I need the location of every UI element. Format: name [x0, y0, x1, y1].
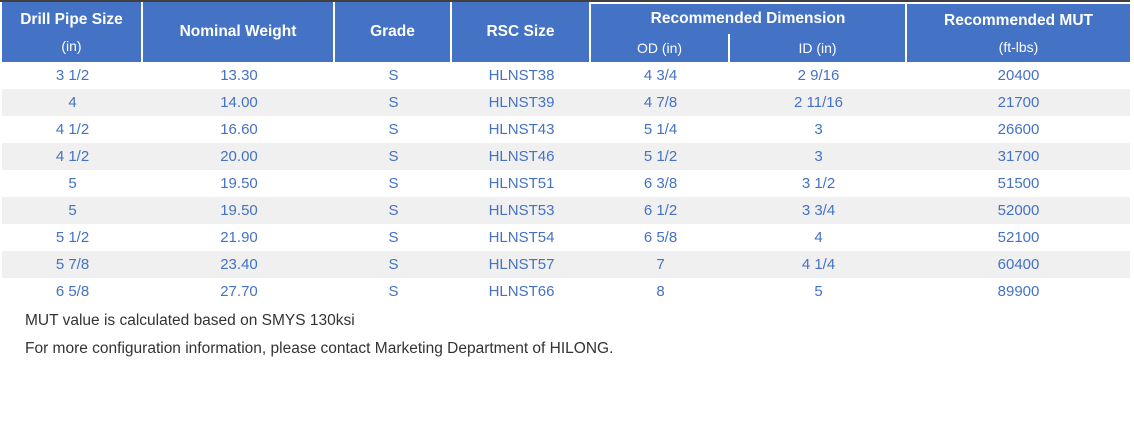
cell-rsc: HLNST53: [452, 197, 591, 224]
cell-mut: 52000: [907, 197, 1130, 224]
header-recommended-mut-title: Recommended MUT: [944, 11, 1093, 29]
cell-od: 6 3/8: [591, 170, 730, 197]
header-drill-pipe-size: Drill Pipe Size (in): [2, 2, 143, 62]
cell-mut: 20400: [907, 62, 1130, 89]
cell-mut: 89900: [907, 278, 1130, 305]
table-row: 4 1/2 20.00 S HLNST46 5 1/2 3 31700: [2, 143, 1130, 170]
cell-id: 3: [730, 143, 907, 170]
cell-size: 4 1/2: [2, 143, 143, 170]
cell-id: 4 1/4: [730, 251, 907, 278]
cell-grade: S: [335, 251, 452, 278]
cell-weight: 19.50: [143, 170, 335, 197]
cell-id: 3: [730, 116, 907, 143]
top-divider: [0, 0, 1130, 2]
header-rsc-size: RSC Size: [452, 2, 591, 62]
header-drill-pipe-size-unit: (in): [61, 37, 82, 54]
cell-id: 5: [730, 278, 907, 305]
cell-weight: 16.60: [143, 116, 335, 143]
cell-weight: 23.40: [143, 251, 335, 278]
cell-mut: 51500: [907, 170, 1130, 197]
cell-rsc: HLNST46: [452, 143, 591, 170]
cell-od: 5 1/4: [591, 116, 730, 143]
cell-size: 3 1/2: [2, 62, 143, 89]
cell-size: 5 1/2: [2, 224, 143, 251]
cell-weight: 14.00: [143, 89, 335, 116]
header-recommended-mut-unit: (ft-lbs): [998, 38, 1039, 55]
cell-id: 4: [730, 224, 907, 251]
cell-grade: S: [335, 278, 452, 305]
cell-weight: 27.70: [143, 278, 335, 305]
cell-id: 3 1/2: [730, 170, 907, 197]
cell-weight: 19.50: [143, 197, 335, 224]
header-row-main: Drill Pipe Size (in) Nominal Weight Grad…: [2, 2, 1130, 62]
table-row: 3 1/2 13.30 S HLNST38 4 3/4 2 9/16 20400: [2, 62, 1130, 89]
cell-grade: S: [335, 89, 452, 116]
cell-od: 4 7/8: [591, 89, 730, 116]
cell-od: 5 1/2: [591, 143, 730, 170]
header-od: OD (in): [591, 34, 730, 62]
table-row: 5 19.50 S HLNST53 6 1/2 3 3/4 52000: [2, 197, 1130, 224]
cell-weight: 20.00: [143, 143, 335, 170]
header-id: ID (in): [730, 34, 907, 62]
cell-od: 7: [591, 251, 730, 278]
cell-weight: 13.30: [143, 62, 335, 89]
cell-id: 2 9/16: [730, 62, 907, 89]
table-row: 4 1/2 16.60 S HLNST43 5 1/4 3 26600: [2, 116, 1130, 143]
cell-size: 5 7/8: [2, 251, 143, 278]
footnote-contact: For more configuration information, plea…: [25, 340, 614, 357]
table-row: 4 14.00 S HLNST39 4 7/8 2 11/16 21700: [2, 89, 1130, 116]
cell-grade: S: [335, 224, 452, 251]
footnote-mut-basis: MUT value is calculated based on SMYS 13…: [25, 312, 355, 329]
cell-rsc: HLNST66: [452, 278, 591, 305]
cell-rsc: HLNST38: [452, 62, 591, 89]
cell-id: 3 3/4: [730, 197, 907, 224]
cell-mut: 52100: [907, 224, 1130, 251]
cell-weight: 21.90: [143, 224, 335, 251]
drill-pipe-spec-table: Drill Pipe Size (in) Nominal Weight Grad…: [2, 2, 1130, 305]
cell-od: 4 3/4: [591, 62, 730, 89]
cell-rsc: HLNST51: [452, 170, 591, 197]
cell-mut: 31700: [907, 143, 1130, 170]
cell-grade: S: [335, 143, 452, 170]
table-body: 3 1/2 13.30 S HLNST38 4 3/4 2 9/16 20400…: [2, 62, 1130, 305]
cell-grade: S: [335, 62, 452, 89]
cell-id: 2 11/16: [730, 89, 907, 116]
cell-size: 6 5/8: [2, 278, 143, 305]
cell-size: 5: [2, 197, 143, 224]
cell-grade: S: [335, 116, 452, 143]
table-row: 6 5/8 27.70 S HLNST66 8 5 89900: [2, 278, 1130, 305]
header-grade: Grade: [335, 2, 452, 62]
cell-mut: 60400: [907, 251, 1130, 278]
cell-grade: S: [335, 170, 452, 197]
cell-od: 6 5/8: [591, 224, 730, 251]
table-row: 5 19.50 S HLNST51 6 3/8 3 1/2 51500: [2, 170, 1130, 197]
table-header: Drill Pipe Size (in) Nominal Weight Grad…: [2, 2, 1130, 62]
header-recommended-mut: Recommended MUT (ft-lbs): [907, 2, 1130, 62]
header-row-sub: OD (in) ID (in): [2, 34, 1130, 62]
cell-rsc: HLNST43: [452, 116, 591, 143]
table-row: 5 7/8 23.40 S HLNST57 7 4 1/4 60400: [2, 251, 1130, 278]
cell-od: 6 1/2: [591, 197, 730, 224]
header-recommended-dimension: Recommended Dimension: [591, 2, 907, 34]
header-drill-pipe-size-title: Drill Pipe Size: [20, 10, 123, 28]
cell-size: 4: [2, 89, 143, 116]
cell-rsc: HLNST54: [452, 224, 591, 251]
cell-size: 5: [2, 170, 143, 197]
cell-mut: 21700: [907, 89, 1130, 116]
cell-mut: 26600: [907, 116, 1130, 143]
table-row: 5 1/2 21.90 S HLNST54 6 5/8 4 52100: [2, 224, 1130, 251]
cell-grade: S: [335, 197, 452, 224]
header-nominal-weight: Nominal Weight: [143, 2, 335, 62]
cell-od: 8: [591, 278, 730, 305]
cell-rsc: HLNST39: [452, 89, 591, 116]
cell-size: 4 1/2: [2, 116, 143, 143]
cell-rsc: HLNST57: [452, 251, 591, 278]
